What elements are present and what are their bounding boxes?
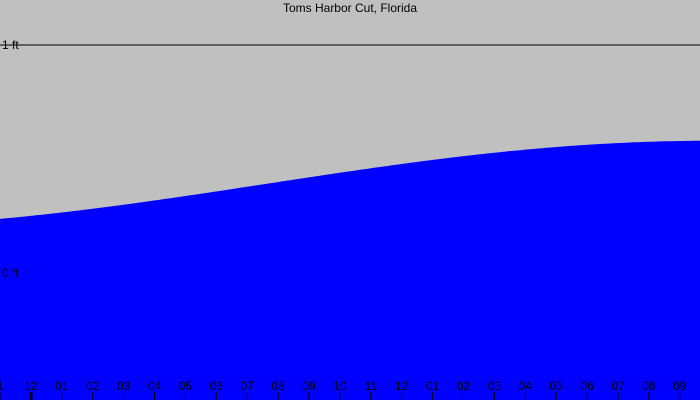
x-axis-tick-label: 10 bbox=[333, 379, 347, 393]
x-axis-tick-label: 01 bbox=[426, 379, 440, 393]
x-axis-tick-label: 08 bbox=[271, 379, 285, 393]
x-axis-tick-label: 09 bbox=[673, 379, 687, 393]
x-axis-tick-label: 11 bbox=[365, 379, 378, 393]
x-axis-tick-label: 05 bbox=[179, 379, 193, 393]
x-axis-tick-label: 12 bbox=[395, 379, 409, 393]
x-axis-tick-label: 03 bbox=[488, 379, 502, 393]
x-axis-tick-label: 06 bbox=[210, 379, 224, 393]
x-axis-tick-label: 01 bbox=[55, 379, 69, 393]
x-axis-tick-label: 07 bbox=[611, 379, 625, 393]
x-axis: 1 12 01 02 03 04 05 06 07 08 09 10 11 12 01 02 03 04 05 06 0… bbox=[0, 379, 687, 400]
y-axis-labels: 1 ft 0 ft bbox=[2, 38, 19, 280]
x-axis-tick-label: 12 bbox=[24, 379, 38, 393]
x-axis-tick-label: 02 bbox=[457, 379, 471, 393]
x-axis-tick-label: 03 bbox=[117, 379, 131, 393]
x-axis-tick-label: 09 bbox=[302, 379, 316, 393]
x-axis-tick-label: 05 bbox=[550, 379, 564, 393]
x-axis-tick-label: 06 bbox=[580, 379, 594, 393]
x-axis-tick-label: 04 bbox=[519, 379, 533, 393]
y-axis-label: 1 ft bbox=[2, 38, 19, 52]
tide-fills bbox=[0, 140, 700, 400]
chart-title: Toms Harbor Cut, Florida bbox=[283, 1, 417, 15]
x-axis-tick-label: 08 bbox=[642, 379, 656, 393]
x-axis-tick-label: 04 bbox=[148, 379, 162, 393]
y-axis-label: 0 ft bbox=[2, 266, 19, 280]
x-axis-tick-label: 02 bbox=[86, 379, 100, 393]
x-axis-tick-label: 1 bbox=[0, 379, 4, 393]
x-axis-tick-label: 07 bbox=[241, 379, 255, 393]
rising-tide-segment bbox=[0, 140, 700, 400]
